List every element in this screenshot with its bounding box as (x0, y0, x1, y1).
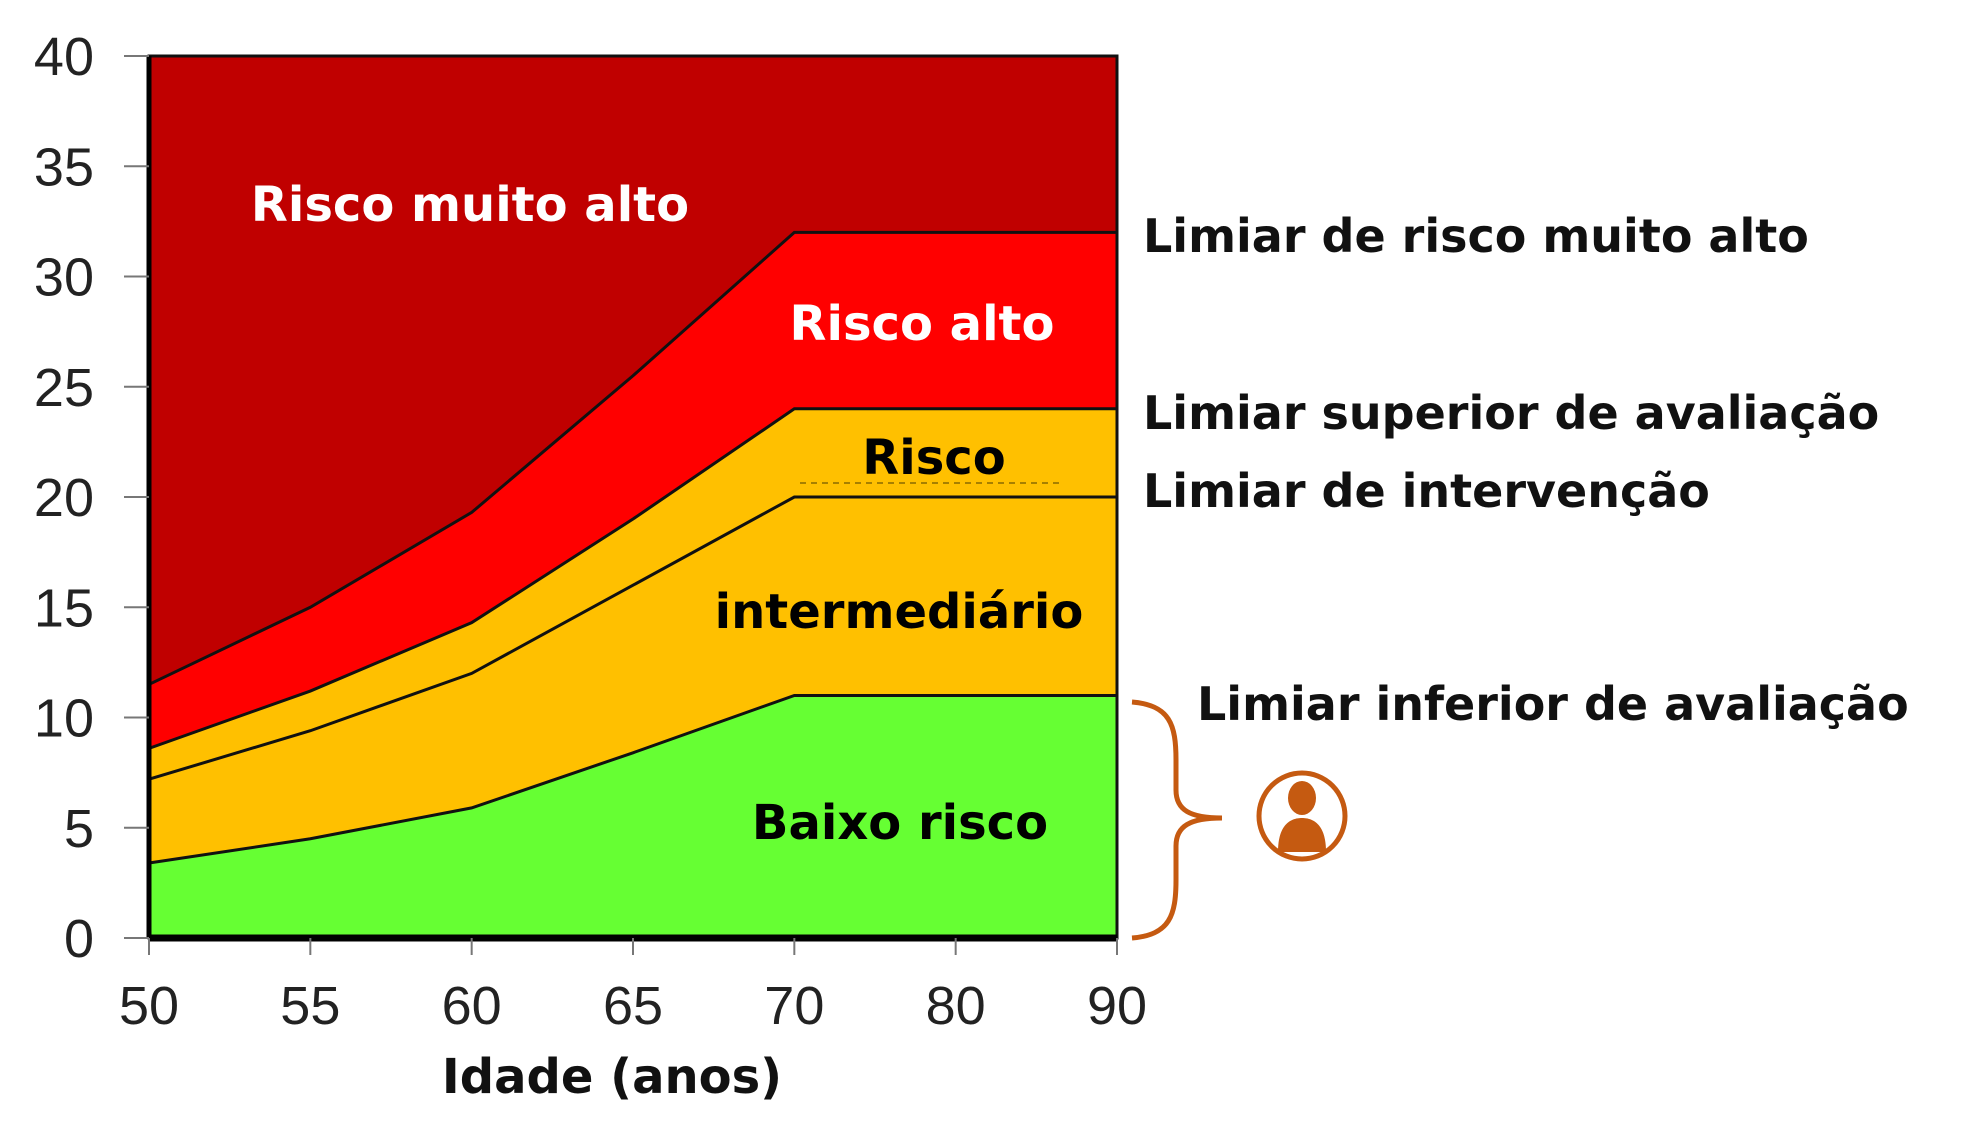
y-tick-label: 15 (34, 578, 94, 638)
threshold-lines (148, 230, 1117, 865)
band-intermediate-upper (149, 408, 1117, 780)
x-tick-label: 50 (119, 976, 179, 1036)
band-label-intermediate-1: Risco (862, 430, 1005, 486)
band-intermediate-lower (149, 497, 1117, 864)
threshold-line-0 (148, 693, 1117, 865)
band-label-low: Baixo risco (752, 795, 1048, 851)
band-low (149, 695, 1117, 938)
threshold-line-2 (148, 407, 1117, 750)
y-axis-ticks: 0 5 10 15 20 25 30 35 40 (34, 27, 149, 969)
x-tick-label: 90 (1087, 976, 1147, 1036)
y-tick-label: 0 (64, 909, 94, 969)
y-tick-label: 5 (64, 799, 94, 859)
y-tick-label: 30 (34, 248, 94, 308)
x-tick-label: 70 (764, 976, 824, 1036)
curly-brace-icon (1131, 699, 1223, 941)
y-tick-label: 35 (34, 137, 94, 197)
band-label-high: Risco alto (790, 296, 1055, 352)
x-tick-label: 55 (280, 976, 340, 1036)
band-high (149, 232, 1117, 749)
annotation-upper-assessment: Limiar superior de avaliação (1143, 386, 1879, 440)
x-tick-label: 80 (926, 976, 986, 1036)
risk-bands (149, 56, 1117, 938)
x-tick-label: 65 (603, 976, 663, 1036)
x-axis-ticks: 50 55 60 65 70 80 90 (119, 938, 1147, 1036)
annotation-very-high-threshold: Limiar de risco muito alto (1143, 209, 1809, 263)
x-tick-label: 60 (442, 976, 502, 1036)
band-label-intermediate-2: intermediário (715, 584, 1084, 640)
threshold-line-1 (148, 495, 1117, 781)
y-tick-label: 40 (34, 27, 94, 87)
x-axis-title: Idade (anos) (442, 1049, 782, 1105)
y-tick-label: 20 (34, 468, 94, 528)
person-icon (1256, 770, 1348, 862)
y-tick-label: 10 (34, 689, 94, 749)
band-very-high (149, 56, 1117, 685)
y-tick-label: 25 (34, 358, 94, 418)
threshold-line-3 (148, 230, 1117, 686)
annotation-intervention: Limiar de intervenção (1143, 464, 1710, 518)
annotation-lower-assessment: Limiar inferior de avaliação (1197, 677, 1909, 731)
band-label-very-high: Risco muito alto (251, 177, 689, 233)
